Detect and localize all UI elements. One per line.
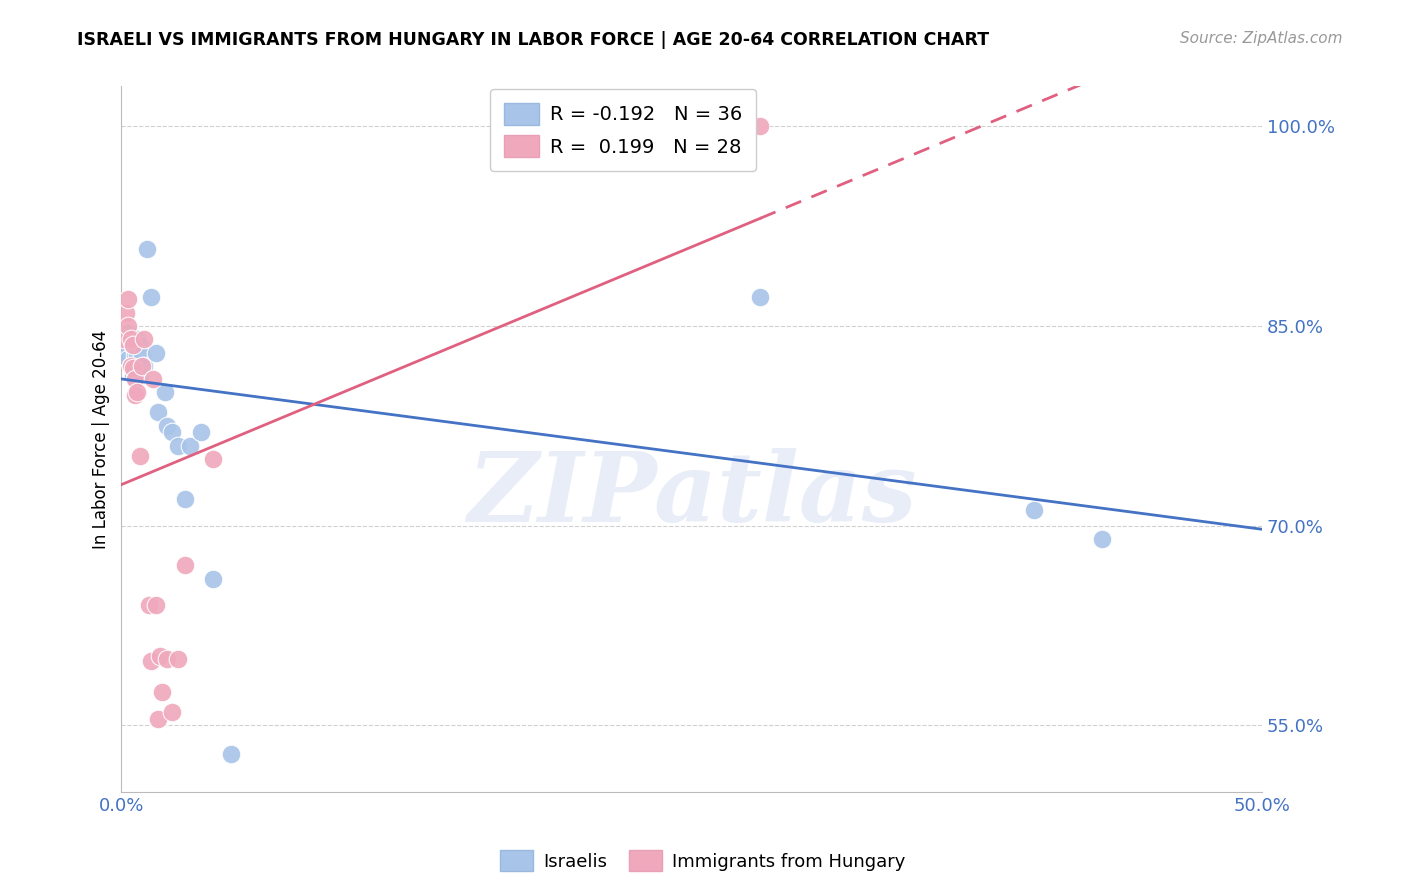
Point	[121, 369, 143, 384]
Point	[142, 372, 165, 386]
Point	[201, 572, 224, 586]
Point	[120, 359, 142, 373]
Point	[120, 359, 142, 373]
Point	[139, 290, 162, 304]
Point	[153, 385, 176, 400]
Point	[115, 345, 138, 359]
Point	[124, 372, 146, 386]
Point	[160, 705, 183, 719]
Point	[127, 348, 149, 362]
Point	[201, 452, 224, 467]
Point	[124, 366, 146, 380]
Point	[156, 651, 179, 665]
Point	[128, 369, 150, 384]
Point	[112, 332, 135, 346]
Point	[121, 339, 143, 353]
Point	[121, 337, 143, 351]
Point	[121, 332, 143, 346]
Point	[160, 425, 183, 440]
Point	[121, 361, 143, 376]
Point	[134, 332, 156, 346]
Point	[135, 242, 157, 256]
Text: ISRAELI VS IMMIGRANTS FROM HUNGARY IN LABOR FORCE | AGE 20-64 CORRELATION CHART: ISRAELI VS IMMIGRANTS FROM HUNGARY IN LA…	[77, 31, 990, 49]
Point	[167, 439, 190, 453]
Point	[179, 439, 201, 453]
Point	[219, 747, 242, 762]
Point	[167, 651, 190, 665]
Point	[120, 332, 142, 346]
Point	[128, 450, 150, 464]
Text: Source: ZipAtlas.com: Source: ZipAtlas.com	[1180, 31, 1343, 46]
Point	[174, 558, 197, 573]
Point	[1022, 502, 1045, 516]
Point	[115, 305, 138, 319]
Point	[749, 290, 772, 304]
Y-axis label: In Labor Force | Age 20-64: In Labor Force | Age 20-64	[93, 329, 110, 549]
Point	[117, 326, 139, 340]
Point	[174, 491, 197, 506]
Text: ZIPatlas: ZIPatlas	[467, 449, 917, 542]
Point	[146, 711, 169, 725]
Point	[131, 359, 153, 373]
Legend: Israelis, Immigrants from Hungary: Israelis, Immigrants from Hungary	[494, 843, 912, 879]
Point	[112, 334, 135, 349]
Point	[117, 293, 139, 307]
Point	[156, 418, 179, 433]
Point	[139, 654, 162, 668]
Point	[145, 599, 167, 613]
Point	[115, 332, 138, 346]
Point	[149, 648, 172, 663]
Point	[120, 332, 142, 346]
Point	[124, 337, 146, 351]
Point	[117, 318, 139, 333]
Point	[128, 337, 150, 351]
Point	[120, 334, 142, 349]
Point	[134, 359, 156, 373]
Legend: R = -0.192   N = 36, R =  0.199   N = 28: R = -0.192 N = 36, R = 0.199 N = 28	[491, 89, 756, 171]
Point	[124, 388, 146, 402]
Point	[146, 405, 169, 419]
Point	[127, 385, 149, 400]
Point	[749, 120, 772, 134]
Point	[190, 425, 212, 440]
Point	[1091, 532, 1114, 546]
Point	[127, 332, 149, 346]
Point	[117, 352, 139, 367]
Point	[145, 345, 167, 359]
Point	[131, 348, 153, 362]
Point	[124, 348, 146, 362]
Point	[152, 685, 174, 699]
Point	[138, 599, 160, 613]
